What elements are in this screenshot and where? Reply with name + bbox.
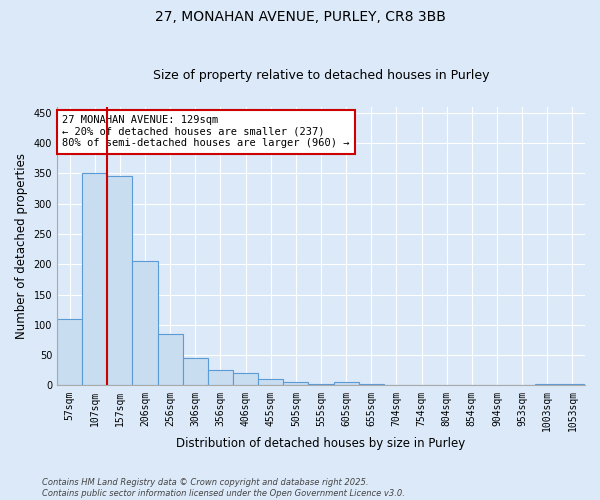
Bar <box>535 384 560 386</box>
Bar <box>133 262 158 386</box>
Bar <box>183 358 208 386</box>
Title: Size of property relative to detached houses in Purley: Size of property relative to detached ho… <box>153 69 489 82</box>
Bar <box>233 374 258 386</box>
X-axis label: Distribution of detached houses by size in Purley: Distribution of detached houses by size … <box>176 437 466 450</box>
Bar <box>82 174 107 386</box>
Bar <box>57 319 82 386</box>
Bar <box>107 176 133 386</box>
Bar <box>334 382 359 386</box>
Text: Contains HM Land Registry data © Crown copyright and database right 2025.
Contai: Contains HM Land Registry data © Crown c… <box>42 478 405 498</box>
Bar <box>283 382 308 386</box>
Bar <box>158 334 183 386</box>
Bar <box>560 384 585 386</box>
Bar <box>258 380 283 386</box>
Y-axis label: Number of detached properties: Number of detached properties <box>15 153 28 339</box>
Text: 27, MONAHAN AVENUE, PURLEY, CR8 3BB: 27, MONAHAN AVENUE, PURLEY, CR8 3BB <box>155 10 445 24</box>
Bar <box>359 384 384 386</box>
Text: 27 MONAHAN AVENUE: 129sqm
← 20% of detached houses are smaller (237)
80% of semi: 27 MONAHAN AVENUE: 129sqm ← 20% of detac… <box>62 115 350 148</box>
Bar <box>308 384 334 386</box>
Bar <box>208 370 233 386</box>
